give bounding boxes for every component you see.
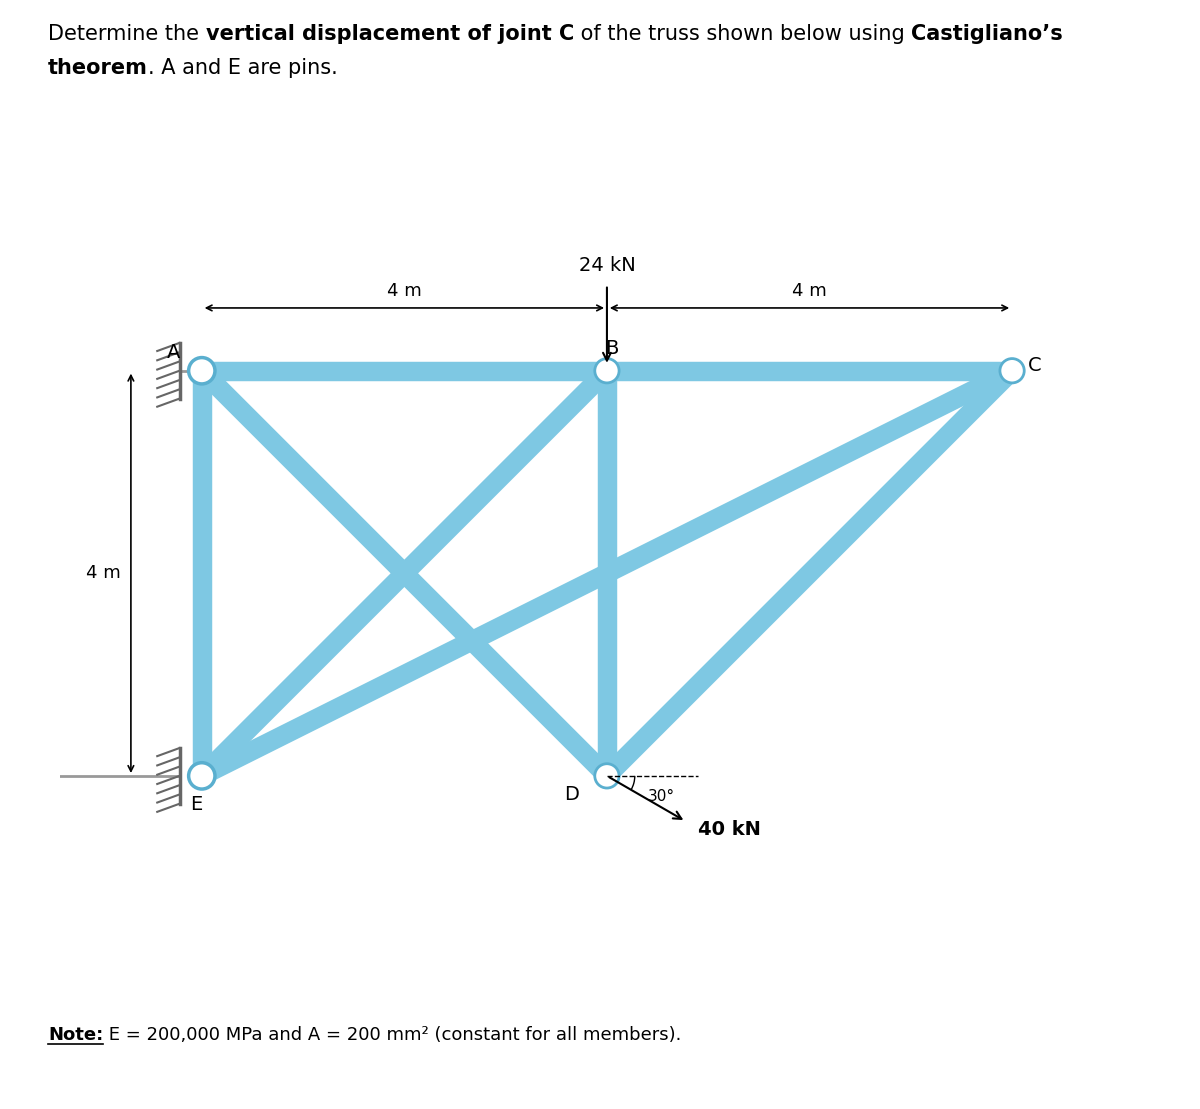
Text: Castigliano’s: Castigliano’s xyxy=(911,24,1063,44)
Circle shape xyxy=(1000,358,1025,383)
Text: E = 200,000 MPa and A = 200 mm² (constant for all members).: E = 200,000 MPa and A = 200 mm² (constan… xyxy=(103,1026,682,1044)
Text: 4 m: 4 m xyxy=(792,282,827,299)
Text: B: B xyxy=(605,339,619,358)
Text: C: C xyxy=(1027,356,1042,375)
Circle shape xyxy=(190,358,214,383)
Circle shape xyxy=(595,358,619,383)
Text: vertical displacement of joint C: vertical displacement of joint C xyxy=(205,24,574,44)
Text: theorem: theorem xyxy=(48,58,148,78)
Text: 40 kN: 40 kN xyxy=(698,820,761,840)
Text: Note:: Note: xyxy=(48,1026,103,1044)
Text: 30°: 30° xyxy=(648,788,674,804)
Circle shape xyxy=(188,763,215,788)
Text: E: E xyxy=(191,795,203,814)
Text: Determine the: Determine the xyxy=(48,24,205,44)
Text: 4 m: 4 m xyxy=(86,564,121,582)
Circle shape xyxy=(190,764,214,788)
Circle shape xyxy=(595,764,619,788)
Text: of the truss shown below using: of the truss shown below using xyxy=(574,24,911,44)
Text: A: A xyxy=(167,343,180,362)
Text: D: D xyxy=(564,784,578,804)
Text: 24 kN: 24 kN xyxy=(578,255,635,275)
Circle shape xyxy=(188,357,215,384)
Text: 4 m: 4 m xyxy=(386,282,421,299)
Text: . A and E are pins.: . A and E are pins. xyxy=(148,58,337,78)
